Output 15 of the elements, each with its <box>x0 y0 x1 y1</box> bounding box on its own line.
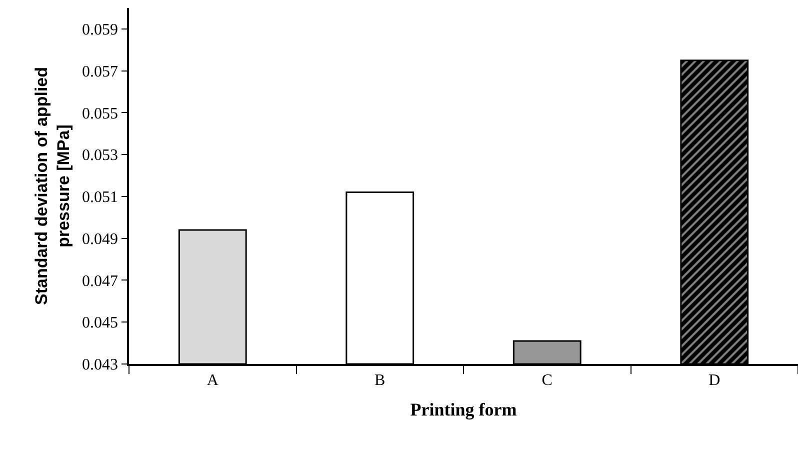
y-tick-label: 0.045 <box>82 314 118 332</box>
x-tick-label: B <box>374 372 386 389</box>
y-tick-label: 0.053 <box>82 147 118 164</box>
x-tick-label: A <box>206 372 219 389</box>
x-tick-label: D <box>708 372 720 389</box>
y-tick-label: 0.047 <box>82 272 118 290</box>
y-axis-title: Standard deviation of applied pressure [MPa] <box>32 66 74 306</box>
y-tick-label: 0.049 <box>82 230 118 248</box>
y-tick-label: 0.051 <box>82 189 118 206</box>
x-axis-title: Printing form <box>410 400 517 420</box>
y-tick-label: 0.059 <box>82 22 118 39</box>
x-tick-label: C <box>542 372 552 389</box>
y-tick-label: 0.055 <box>82 105 118 122</box>
y-tick-label: 0.043 <box>82 356 118 374</box>
y-tick-label: 0.057 <box>82 63 118 80</box>
